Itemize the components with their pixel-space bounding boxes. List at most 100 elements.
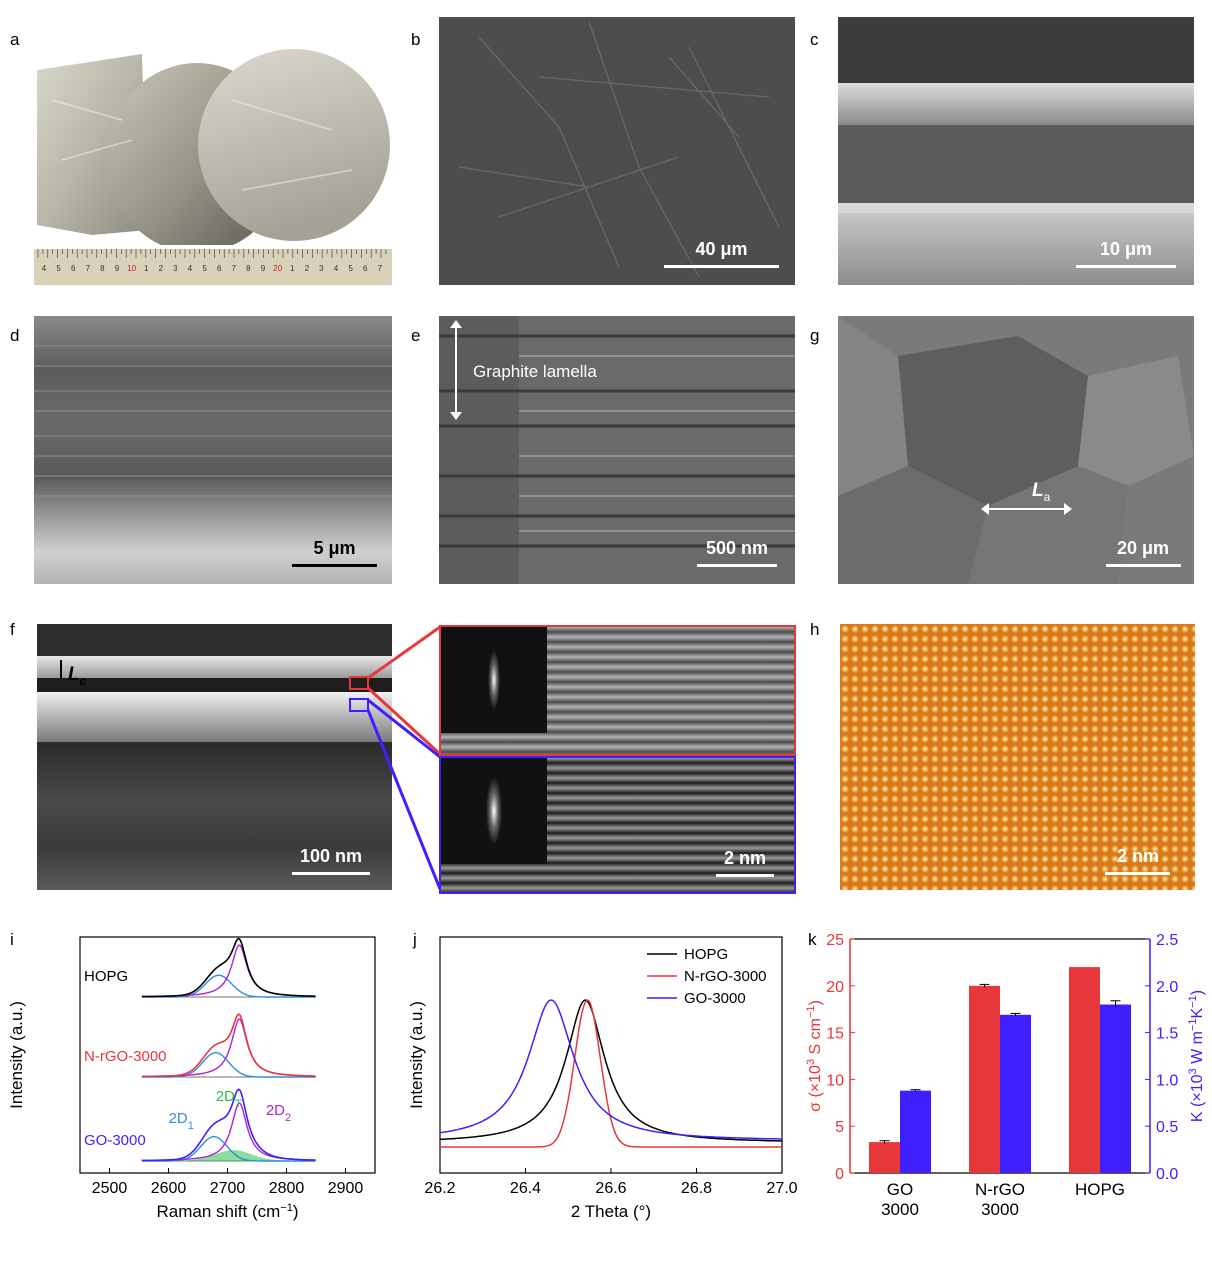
- ruler-number: 5: [56, 264, 61, 273]
- ruler-number: 6: [363, 264, 368, 273]
- scale-bar-e: [697, 564, 777, 567]
- panel-label-f: f: [10, 620, 15, 639]
- fft-red: [441, 627, 547, 733]
- ruler-number: 9: [261, 264, 266, 273]
- bar-sigma: [1069, 967, 1100, 1173]
- xrd-series-line: [439, 999, 782, 1140]
- x-tick-label: 2800: [269, 1180, 305, 1197]
- scale-bar-c: [1076, 265, 1176, 268]
- x-axis-label: 2 Theta (°): [571, 1202, 651, 1221]
- right-tick-label: 0.0: [1156, 1166, 1178, 1183]
- ruler-number: 2: [305, 264, 310, 273]
- left-tick-label: 5: [835, 1119, 844, 1136]
- la-arrow: [986, 508, 1066, 510]
- ruler-number: 10: [127, 264, 136, 273]
- panel-label-e: e: [411, 326, 421, 345]
- hrtem-inset-blue: 2 nm: [439, 756, 796, 894]
- sem-cross-section-c: 10 μm: [838, 17, 1194, 285]
- ruler-number: 8: [246, 264, 251, 273]
- ruler-number: 7: [378, 264, 383, 273]
- peak-label-2dt: 2DT: [216, 1088, 242, 1110]
- raman-series-line: [141, 1088, 316, 1162]
- y-axis-label: Intensity (a.u.): [7, 1001, 26, 1109]
- peak-label-2d1: 2D1: [169, 1110, 194, 1132]
- bar-sigma: [869, 1142, 900, 1173]
- panel-label-i: i: [10, 930, 14, 949]
- scale-bar-b: [664, 265, 779, 268]
- left-tick-label: 15: [826, 1026, 844, 1043]
- right-tick-label: 0.5: [1156, 1119, 1178, 1136]
- sem-layers-d: 5 μm: [34, 316, 392, 584]
- y-axis-label: Intensity (a.u.): [407, 1001, 426, 1109]
- category-label: HOPG: [1075, 1180, 1125, 1199]
- inset-scale-text: 2 nm: [723, 848, 766, 868]
- blue-box: [349, 698, 369, 712]
- xrd-series-line: [439, 999, 783, 1142]
- x-tick-label: 2500: [92, 1180, 128, 1197]
- sem-image-b: 40 μm: [439, 17, 795, 285]
- zoom-lines: [366, 625, 442, 890]
- fit-2d1: [141, 974, 316, 998]
- category-label: 3000: [981, 1200, 1019, 1219]
- bar-kappa: [900, 1090, 931, 1173]
- x-axis-label: Raman shift (cm−1): [157, 1202, 299, 1221]
- fit-2d2: [141, 1018, 316, 1078]
- red-box: [349, 676, 369, 690]
- hrtem-inset-red: [439, 625, 796, 756]
- xrd-chart: 26.2 26.4 26.6 26.8 27.0 2 Theta (°) Intensity…: [407, 936, 798, 1221]
- raman-series-line: [141, 1013, 316, 1078]
- panel-label-b: b: [411, 30, 421, 49]
- panel-label-j: j: [413, 930, 417, 949]
- ruler-number: 3: [173, 264, 178, 273]
- ruler-number: 1: [144, 264, 149, 273]
- lamella-label: Graphite lamella: [473, 362, 597, 381]
- x-tick-label: 2700: [210, 1180, 246, 1197]
- scale-text-f: 100 nm: [299, 846, 363, 866]
- scale-bar-h: [1105, 872, 1170, 875]
- series-label: HOPG: [84, 968, 128, 985]
- ruler-number: 9: [115, 264, 120, 273]
- ruler-number: 7: [86, 264, 91, 273]
- ruler-number: 5: [202, 264, 207, 273]
- x-tick-label: 27.0: [766, 1180, 797, 1197]
- tem-lamella-e: Graphite lamella 500 nm: [439, 316, 795, 584]
- panel-label-g: g: [810, 326, 820, 345]
- atomic-lattice-h: 2 nm: [840, 624, 1195, 890]
- fit-2d1: [141, 1052, 316, 1078]
- conductivity-chart: 0 5 10 15 20 25 0.0 0.5 1.0 1.5 2.0 2.5 σ (×103 S cm…: [805, 932, 1206, 1219]
- graphite-film-photo: [32, 40, 394, 245]
- ruler-number: 4: [42, 264, 47, 273]
- x-tick-label: 26.4: [510, 1180, 541, 1197]
- bar-kappa: [1100, 1004, 1131, 1173]
- scale-text-b: 40 μm: [695, 239, 748, 259]
- ruler-number: 20: [273, 264, 282, 273]
- scale-text-d: 5 μm: [313, 538, 356, 558]
- scale-bar-d: [292, 564, 377, 567]
- x-tick-label: 2600: [151, 1180, 187, 1197]
- lc-label: Lc: [68, 664, 87, 688]
- right-axis-label: K (×103 W m−1K−1): [1187, 990, 1206, 1122]
- left-tick-label: 10: [826, 1072, 844, 1089]
- right-tick-label: 2.5: [1156, 932, 1178, 949]
- category-label: 3000: [881, 1200, 919, 1219]
- la-label: La: [1032, 480, 1051, 504]
- fft-blue: [441, 758, 547, 864]
- raman-series-line: [141, 937, 316, 998]
- ruler-number: 4: [334, 264, 339, 273]
- bar-sigma: [969, 985, 1000, 1173]
- right-tick-label: 2.0: [1156, 979, 1178, 996]
- right-tick-label: 1.5: [1156, 1026, 1178, 1043]
- scale-bar-f: [292, 872, 370, 875]
- lamella-arrow: [455, 322, 457, 414]
- series-label: N-rGO-3000: [84, 1048, 167, 1065]
- x-tick-label: 26.8: [681, 1180, 712, 1197]
- x-tick-label: 26.2: [424, 1180, 455, 1197]
- fit-2d1: [141, 1135, 316, 1162]
- panel-label-c: c: [810, 30, 819, 49]
- x-tick-label: 2900: [328, 1180, 364, 1197]
- panel-label-a: a: [10, 30, 20, 49]
- category-label: N-rGO: [975, 1180, 1025, 1199]
- scale-text-c: 10 μm: [1099, 239, 1153, 259]
- inset-scale-bar: [716, 874, 774, 877]
- fit-2d2: [141, 944, 316, 998]
